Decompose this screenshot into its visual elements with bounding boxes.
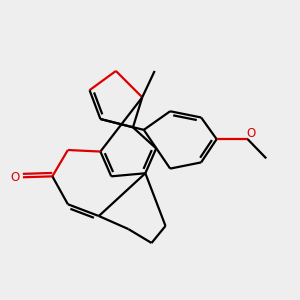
Text: O: O — [11, 171, 20, 184]
Text: O: O — [246, 127, 255, 140]
